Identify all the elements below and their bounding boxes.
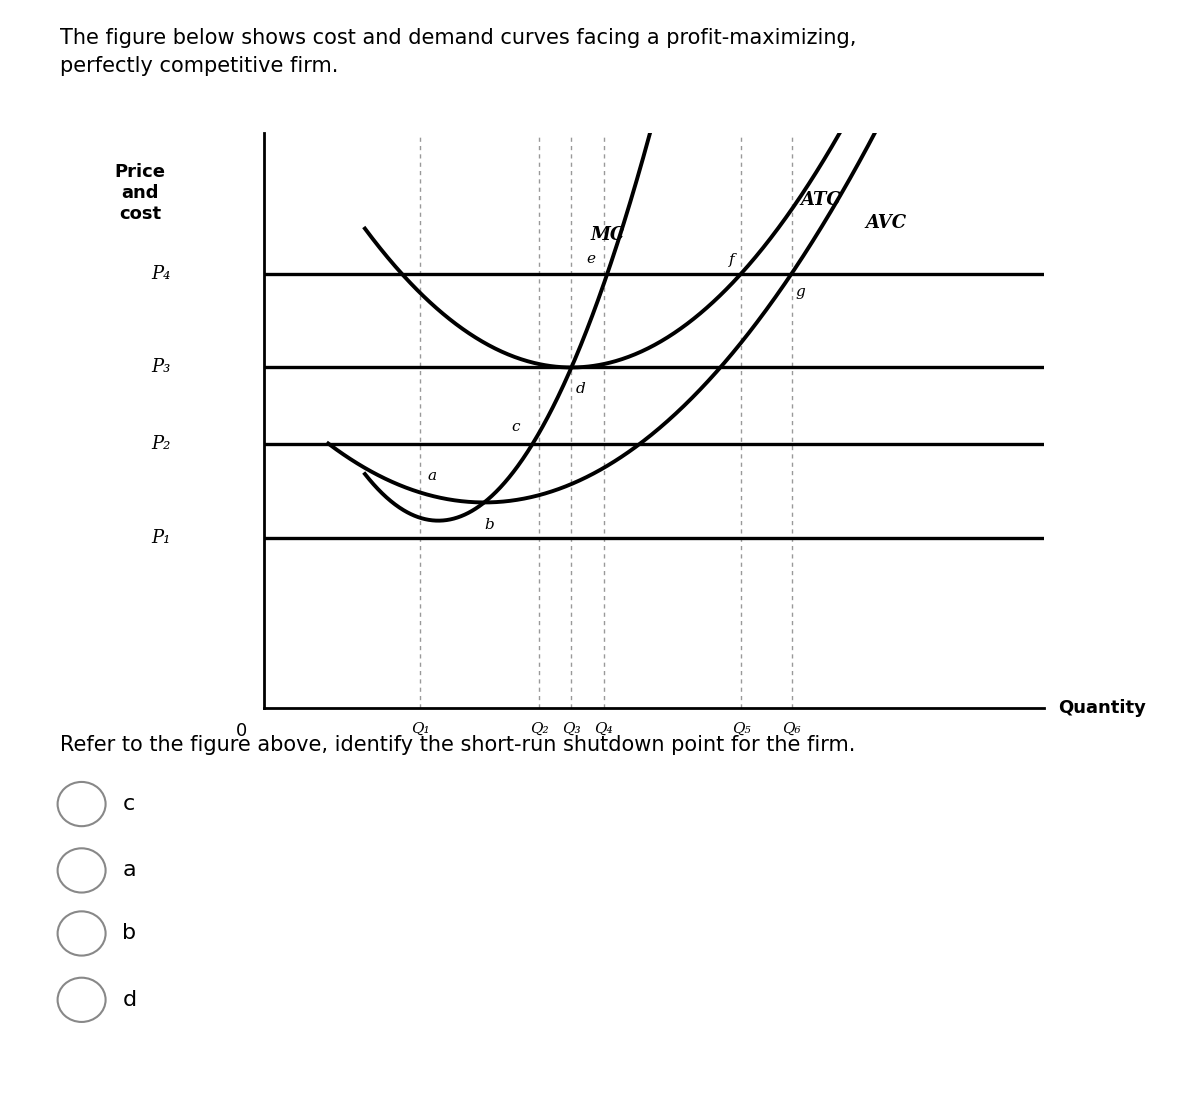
Text: Q₆: Q₆ [782, 722, 800, 735]
Text: Q₄: Q₄ [594, 722, 613, 735]
Text: P₃: P₃ [151, 358, 170, 376]
Text: d: d [576, 382, 586, 396]
Text: a: a [427, 469, 437, 483]
Text: P₁: P₁ [151, 529, 170, 546]
Text: e: e [586, 252, 595, 265]
Text: b: b [122, 924, 137, 943]
Text: P₄: P₄ [151, 264, 170, 282]
Text: c: c [122, 794, 134, 814]
Text: b: b [485, 518, 494, 532]
Text: Q₁: Q₁ [410, 722, 430, 735]
Text: Q₃: Q₃ [562, 722, 581, 735]
Text: AVC: AVC [865, 215, 906, 232]
Text: ATC: ATC [800, 191, 841, 209]
Text: Q₂: Q₂ [530, 722, 548, 735]
Text: g: g [796, 284, 805, 299]
Text: Refer to the figure above, identify the short-run shutdown point for the firm.: Refer to the figure above, identify the … [60, 735, 856, 755]
Text: Q₅: Q₅ [732, 722, 750, 735]
Text: P₂: P₂ [151, 435, 170, 452]
Text: Quantity: Quantity [1057, 699, 1146, 717]
Text: 0: 0 [235, 722, 247, 740]
Text: c: c [512, 420, 521, 435]
Text: MC: MC [590, 227, 625, 244]
Text: d: d [122, 990, 137, 1010]
Text: Price
and
cost: Price and cost [115, 164, 166, 222]
Text: a: a [122, 860, 136, 880]
Text: The figure below shows cost and demand curves facing a profit-maximizing,
perfec: The figure below shows cost and demand c… [60, 28, 857, 75]
Text: f: f [728, 253, 734, 268]
